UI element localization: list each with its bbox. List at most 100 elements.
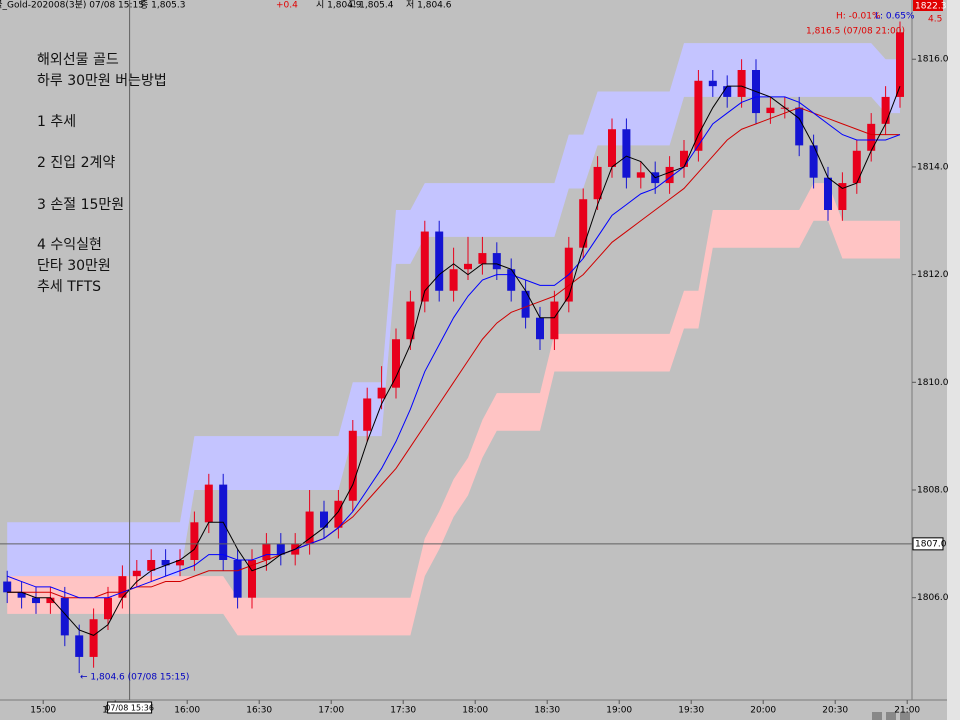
candle-body <box>334 500 343 528</box>
candle-body <box>118 576 127 598</box>
band <box>7 43 900 577</box>
y-tick-label: 1814.0 <box>917 162 949 172</box>
x-tick-label: 18:00 <box>462 706 488 716</box>
crosshair-time-box <box>107 701 153 714</box>
y-tick-label: 1816.0 <box>917 55 949 65</box>
y-tick-label: 1808.0 <box>917 486 949 496</box>
candle-body <box>881 96 890 124</box>
x-tick-label: 17:30 <box>390 706 416 716</box>
candle-body <box>449 269 458 291</box>
icon[interactable] <box>900 712 910 720</box>
crosshair-price-box <box>912 537 944 551</box>
candle-body <box>190 522 199 560</box>
candle-body <box>435 231 444 291</box>
x-tick-label: 20:00 <box>750 706 776 716</box>
candle-body <box>46 597 55 604</box>
icon[interactable] <box>886 712 896 720</box>
range-high: H: -0.01% <box>836 12 881 22</box>
candle-body <box>348 430 357 501</box>
candle-body <box>32 597 40 604</box>
candle-body <box>60 597 69 636</box>
candle-body <box>104 597 112 620</box>
y-tick-label: 1806.0 <box>917 593 949 603</box>
candle-body <box>363 398 372 431</box>
candle-body <box>75 635 84 657</box>
annotation: 4 수익실현 <box>37 237 102 253</box>
candle-body <box>737 70 746 97</box>
candle-body <box>838 183 847 210</box>
candle-body <box>392 339 400 388</box>
x-tick-label: 17:00 <box>318 706 344 716</box>
annotation: 단타 30만원 <box>37 258 111 274</box>
candle-body <box>723 86 732 97</box>
candle-body <box>420 231 429 302</box>
moving-average <box>7 85 901 636</box>
candle-body <box>305 511 314 544</box>
candle-body <box>132 570 141 577</box>
candle-body <box>579 199 588 248</box>
min-label: ← 1,804.6 (07/08 15:15) <box>80 673 189 683</box>
x-tick-label: 16:30 <box>246 706 272 716</box>
candle-body <box>3 581 12 593</box>
candle-body <box>464 263 472 270</box>
crosshair-time-label: 07/08 15:36 <box>105 704 154 713</box>
candle-body <box>406 301 415 340</box>
candle-body <box>636 172 645 178</box>
candle-body <box>17 592 26 598</box>
candle-body <box>276 543 285 555</box>
annotation: 해외선물 골드 <box>37 52 119 68</box>
annotation: 3 손절 15만원 <box>37 197 124 213</box>
range-low: L: 0.65% <box>875 12 915 22</box>
moving-average <box>7 96 901 599</box>
candle-body <box>507 269 516 291</box>
candle-body <box>161 560 170 566</box>
band <box>7 183 900 636</box>
candle-body <box>492 253 501 270</box>
y-tick-label: 1812.0 <box>917 270 949 280</box>
crosshair-price-label: 1807.0 <box>915 539 947 549</box>
header-value: 저 1,804.6 <box>406 0 452 11</box>
candle-body <box>593 166 602 200</box>
x-tick-label: 21:00 <box>894 706 920 716</box>
header-value: 종 1,805.3 <box>140 0 186 11</box>
candle-body <box>809 145 818 178</box>
candle-body <box>766 107 775 114</box>
candle-body <box>665 166 674 184</box>
candle-body <box>708 80 717 87</box>
candle-body <box>262 543 271 560</box>
annotation: 하루 30만원 버는방법 <box>37 73 167 89</box>
annotation: 추세 TFTS <box>37 279 101 295</box>
candle-body <box>233 560 242 598</box>
icon[interactable] <box>872 712 882 720</box>
candle-body <box>536 317 544 340</box>
x-tick-label: 18:30 <box>534 706 560 716</box>
header-title: 선물_Gold-202008(3분) 07/08 15:15 <box>0 0 144 11</box>
candle-body <box>89 619 98 657</box>
candle-body <box>795 107 804 146</box>
candle-body <box>320 511 328 528</box>
scrollbar[interactable] <box>947 0 960 720</box>
last-price-label: 1,816.5 (07/08 21:00) <box>806 27 905 37</box>
candle-body <box>896 32 904 97</box>
toolbar-icons <box>872 712 910 720</box>
candle-body <box>478 253 487 264</box>
annotation: 2 진입 2계약 <box>37 155 115 171</box>
change-tag: 4.5 <box>928 15 942 25</box>
candle-body <box>147 560 156 571</box>
x-tick-label: 19:30 <box>678 706 704 716</box>
candle-body <box>680 150 688 167</box>
candle-body <box>176 560 184 566</box>
candle-body <box>622 129 631 178</box>
candle-body <box>204 484 213 523</box>
candle-body <box>852 150 861 184</box>
annotation: 1 추세 <box>37 114 76 130</box>
candle-body <box>521 290 530 318</box>
header-value: +0.4 <box>276 1 298 11</box>
x-tick-label: 19:00 <box>606 706 632 716</box>
last-price-box <box>913 0 943 11</box>
candle-body <box>867 123 876 151</box>
x-tick-label: 20:30 <box>822 706 848 716</box>
header-value: 시 1,804.9 <box>316 0 362 11</box>
y-tick-label: 1810.0 <box>917 378 949 388</box>
